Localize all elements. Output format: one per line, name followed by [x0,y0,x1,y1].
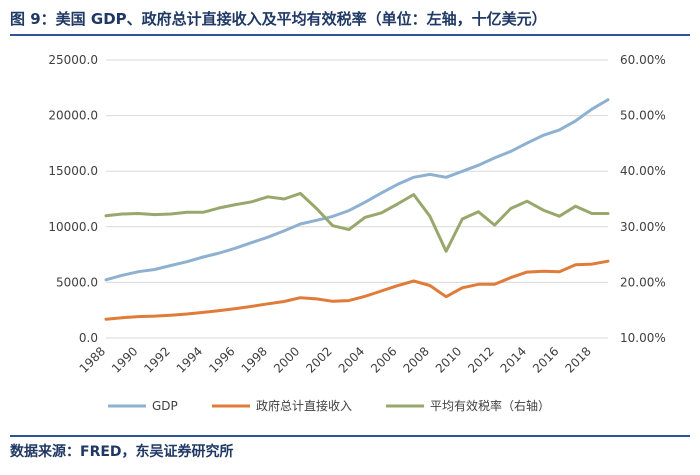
gdp-line [104,98,610,282]
left-tick-label: 25000.0 [48,53,98,67]
right-tick-label: 20.00% [620,275,666,289]
figure-title: 图 9：美国 GDP、政府总计直接收入及平均有效税率（单位：左轴，十亿美元） [10,10,547,28]
left-tick-label: 10000.0 [48,220,98,234]
legend: GDP 政府总计直接收入 平均有效税率（右轴） [108,398,550,413]
footer-divider [10,435,690,437]
x-tick-label: 2012 [465,344,496,375]
left-axis: 0.0 5000.0 10000.0 15000.0 20000.0 25000.0 [48,53,98,345]
tax-rate-line [104,191,610,253]
right-tick-label: 30.00% [620,220,666,234]
left-tick-label: 20000.0 [48,109,98,123]
legend-tax-rate-label: 平均有效税率（右轴） [430,398,550,413]
x-tick-label: 1990 [109,344,140,375]
x-tick-label: 1992 [141,344,172,375]
x-tick-label: 1988 [77,344,108,375]
right-tick-label: 60.00% [620,53,666,67]
legend-gdp-label: GDP [152,399,178,413]
revenue-line [104,259,610,321]
gridlines [106,59,608,339]
left-tick-label: 5000.0 [56,275,98,289]
x-tick-label: 1994 [174,344,205,375]
source-note: 数据来源：FRED，东吴证券研究所 [10,444,234,460]
right-tick-label: 50.00% [620,109,666,123]
x-axis: 1988 1990 1992 1994 1996 1998 2000 2002 2004 2006… [77,344,594,375]
series-lines [104,98,610,321]
x-tick-label: 1998 [239,344,270,375]
x-tick-label: 2016 [530,344,561,375]
x-tick-label: 1996 [206,344,237,375]
right-axis: 10.00% 20.00% 30.00% 40.00% 50.00% 60.00% [620,53,666,345]
x-tick-label: 2004 [336,344,367,375]
right-tick-label: 10.00% [620,331,666,345]
x-tick-label: 2018 [562,344,593,375]
x-tick-label: 2010 [433,344,464,375]
left-tick-label: 0.0 [79,331,98,345]
title-divider [10,34,690,36]
x-tick-label: 2000 [271,344,302,375]
legend-revenue-label: 政府总计直接收入 [256,398,352,413]
x-tick-label: 2014 [498,344,529,375]
line-chart: 0.0 5000.0 10000.0 15000.0 20000.0 25000.0 10… [48,53,666,413]
x-tick-label: 2002 [303,344,334,375]
right-tick-label: 40.00% [620,164,666,178]
left-tick-label: 15000.0 [48,164,98,178]
x-tick-label: 2006 [368,344,399,375]
x-tick-label: 2008 [400,344,431,375]
